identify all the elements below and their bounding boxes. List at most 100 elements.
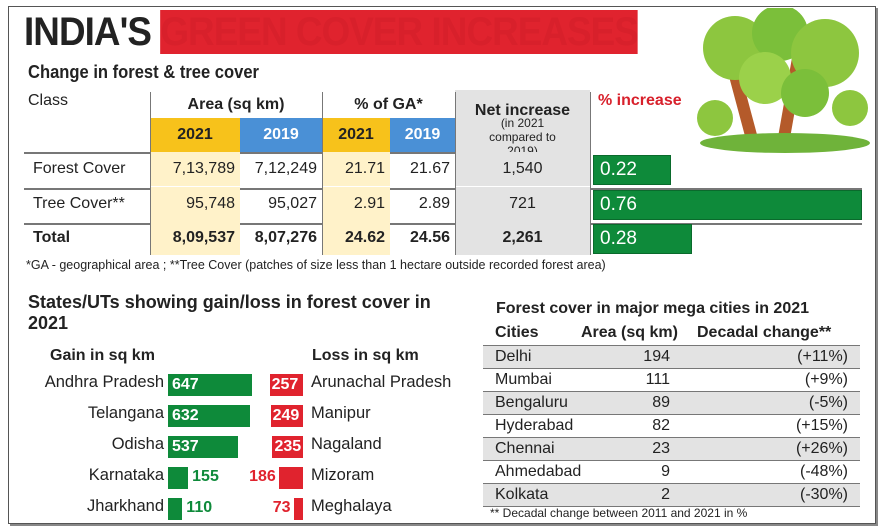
header-class: Class — [28, 92, 69, 109]
cell-net: 1,540 — [455, 152, 590, 186]
mega-area: 23 — [652, 440, 670, 457]
gain-state-label: Telangana — [87, 404, 164, 422]
header-area: Area (sq km) — [187, 96, 285, 113]
mega-header-change: Decadal change** — [697, 324, 832, 341]
table-footnote: *GA - geographical area ; **Tree Cover (… — [26, 258, 606, 272]
cell-ga2021: 2.91 — [322, 187, 390, 221]
loss-value: 186 — [249, 468, 276, 485]
gain-state-label: Odisha — [111, 435, 164, 453]
mega-city-row: Mumbai 111 (+9%) — [483, 368, 860, 391]
mega-city: Delhi — [495, 348, 532, 365]
cell-ga2021: 24.62 — [322, 221, 390, 255]
mega-area: 111 — [645, 371, 670, 388]
header-net-sub: (in 2021 compared to 2019) — [455, 116, 590, 158]
cell-area2021: 95,748 — [150, 187, 240, 221]
mega-city: Bengaluru — [495, 394, 568, 411]
mega-change: (-48%) — [799, 463, 848, 480]
mega-city: Kolkata — [495, 486, 549, 503]
mega-city-row: Chennai 23 (+26%) — [483, 437, 860, 460]
mega-area: 9 — [661, 463, 670, 480]
loss-state-label: Nagaland — [311, 435, 382, 453]
gain-value: 537 — [172, 438, 199, 455]
mega-change: (+15%) — [795, 417, 848, 434]
loss-bar: 235 — [272, 436, 303, 458]
header-ga-2019: 2019 — [390, 118, 455, 152]
header-area-2021: 2021 — [150, 118, 240, 152]
gain-bar: 647 — [168, 374, 253, 396]
mega-header-cities: Cities — [495, 324, 539, 341]
cell-ga2019: 2.89 — [418, 195, 450, 212]
cell-ga2019: 24.56 — [409, 229, 450, 246]
cell-class: Total — [33, 229, 71, 246]
cell-net: 721 — [455, 187, 590, 221]
cell-area2019: 7,12,249 — [254, 160, 317, 177]
mega-area: 194 — [643, 348, 670, 365]
page-title: INDIA'S GREEN COVER INCREASES — [24, 10, 639, 55]
title-black: INDIA'S — [24, 10, 161, 54]
gain-state-label: Karnataka — [88, 466, 164, 484]
cell-net: 2,261 — [455, 221, 590, 255]
mega-area: 2 — [661, 486, 670, 503]
cell-class: Tree Cover** — [33, 195, 125, 212]
cell-area2021: 7,13,789 — [150, 152, 240, 186]
pct-increase-bar: 0.76 — [593, 190, 862, 220]
mega-change: (+11%) — [797, 348, 848, 365]
trees-illustration — [697, 8, 870, 153]
mega-city-row: Delhi 194 (+11%) — [483, 345, 860, 368]
title-red: GREEN COVER INCREASES — [160, 10, 639, 54]
gain-bar: 632 — [168, 405, 251, 427]
loss-bar — [293, 498, 303, 520]
loss-bar: 249 — [270, 405, 303, 427]
header-area-2019: 2019 — [240, 118, 322, 152]
subtitle: Change in forest & tree cover — [28, 62, 259, 82]
mega-footnote: ** Decadal change between 2011 and 2021 … — [490, 506, 748, 520]
cell-ga2019: 21.67 — [409, 160, 450, 177]
gain-value: 632 — [172, 407, 199, 424]
gain-state-label: Jharkhand — [86, 497, 164, 515]
mega-city-row: Kolkata 2 (-30%) — [483, 483, 860, 506]
loss-value: 235 — [274, 438, 302, 455]
gain-bar: 537 — [168, 436, 238, 458]
header-pct-increase: % increase — [598, 92, 682, 109]
header-net: Net increase — [455, 90, 590, 120]
loss-value: 73 — [272, 499, 291, 516]
cell-class: Forest Cover — [33, 160, 126, 177]
pct-increase-bar: 0.22 — [593, 155, 671, 185]
mega-change: (+26%) — [795, 440, 848, 457]
mega-city: Ahmedabad — [495, 463, 582, 480]
mega-city: Mumbai — [495, 371, 552, 388]
gain-bar — [168, 498, 183, 520]
cell-ga2021: 21.71 — [322, 152, 390, 186]
mega-change: (-5%) — [808, 394, 848, 411]
loss-state-label: Mizoram — [311, 466, 375, 484]
gain-value: 110 — [186, 499, 213, 516]
gain-label: Gain in sq km — [50, 347, 155, 364]
mega-cities-title: Forest cover in major mega cities in 202… — [496, 300, 810, 317]
gain-loss-title: States/UTs showing gain/loss in forest c… — [28, 292, 431, 333]
gain-value: 647 — [172, 376, 199, 393]
mega-city: Chennai — [495, 440, 555, 457]
cell-area2019: 95,027 — [268, 195, 317, 212]
loss-state-label: Arunachal Pradesh — [311, 373, 452, 391]
loss-value: 249 — [272, 407, 300, 424]
mega-city: Hyderabad — [495, 417, 574, 434]
loss-label: Loss in sq km — [312, 347, 419, 364]
mega-city-row: Ahmedabad 9 (-48%) — [483, 460, 860, 483]
infographic-frame — [8, 6, 876, 524]
mega-header-area: Area (sq km) — [581, 324, 678, 341]
mega-change: (+9%) — [804, 371, 848, 388]
mega-area: 89 — [652, 394, 670, 411]
header-ga-2021: 2021 — [322, 118, 390, 152]
mega-city-row: Hyderabad 82 (+15%) — [483, 414, 860, 437]
loss-state-label: Meghalaya — [311, 497, 392, 515]
loss-value: 257 — [271, 376, 299, 393]
mega-change: (-30%) — [799, 486, 848, 503]
loss-state-label: Manipur — [311, 404, 371, 422]
mega-city-row: Bengaluru 89 (-5%) — [483, 391, 860, 414]
header-pct-ga: % of GA* — [354, 96, 423, 113]
cell-area2021: 8,09,537 — [150, 221, 240, 255]
gain-state-label: Andhra Pradesh — [44, 373, 164, 391]
gain-bar — [168, 467, 189, 489]
pct-increase-bar: 0.28 — [593, 224, 693, 254]
loss-bar — [278, 467, 303, 489]
